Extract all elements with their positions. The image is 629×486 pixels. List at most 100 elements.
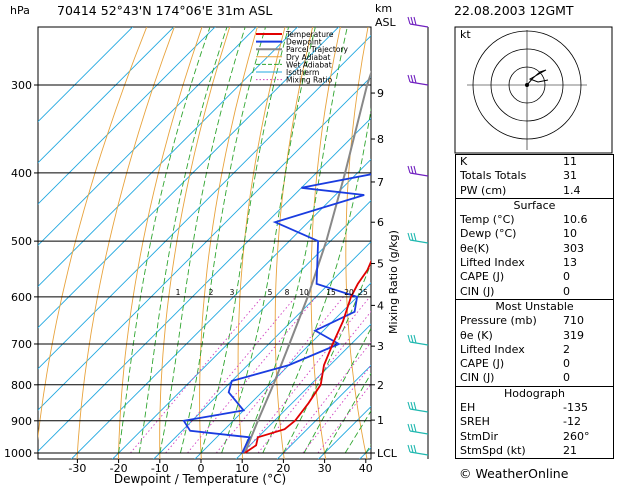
km-tick-label: 6 <box>377 216 384 229</box>
index-label: Pressure (mb) <box>460 314 537 328</box>
isotherm-line <box>38 27 175 164</box>
pressure-tick-label: 300 <box>11 79 32 92</box>
index-value: 319 <box>563 328 584 342</box>
barb-feather <box>410 334 414 343</box>
barb-feather <box>410 16 414 25</box>
dry-adiabat-line <box>310 27 341 459</box>
pressure-tick-label: 500 <box>11 235 32 248</box>
legend-label: Mixing Ratio <box>286 76 333 85</box>
temperature-tick-label: 0 <box>198 462 205 475</box>
index-value: 1.4 <box>563 183 581 197</box>
dry-adiabat-line <box>38 27 148 441</box>
index-row: Pressure (mb) 710 <box>456 314 613 328</box>
temperature-tick-label: -10 <box>151 462 169 475</box>
index-row: θe (K) 319 <box>456 329 613 343</box>
mixing-ratio-label: 5 <box>268 288 273 297</box>
dry-adiabat-line <box>76 27 175 459</box>
temperature-tick-label: 30 <box>318 462 332 475</box>
wet-adiabat-line <box>324 372 371 454</box>
temperature-line <box>244 259 371 454</box>
dry-adiabat-line <box>199 27 258 459</box>
mixing-ratio-label: 2 <box>209 288 214 297</box>
wind-barbs <box>407 16 429 459</box>
barb-feather <box>413 165 417 175</box>
hodograph-kt-label: kt <box>460 28 471 41</box>
index-row: Dewp (°C) 10 <box>456 227 613 241</box>
hodograph: kt <box>454 26 613 154</box>
index-label: StmSpd (kt) <box>460 443 526 457</box>
indices-surface: Temp (°C) 10.6 Dewp (°C) 10 θe(K) 303 Lifted I… <box>456 213 613 299</box>
pressure-tick-label: 900 <box>11 415 32 428</box>
barb-feather <box>407 423 411 432</box>
index-value: 0 <box>563 284 570 298</box>
barb-feather <box>407 165 411 174</box>
temperature-tick-label: -30 <box>68 462 86 475</box>
barb-feather <box>407 444 411 453</box>
index-row: Lifted Index 13 <box>456 256 613 270</box>
date-time: 22.08.2003 12GMT <box>454 3 574 18</box>
index-label: Dewp (°C) <box>460 227 517 241</box>
barb-feather <box>413 444 417 454</box>
isotherm-line <box>38 27 257 246</box>
isotherm-line <box>38 76 371 411</box>
background-grid <box>38 0 629 468</box>
isotherm-line <box>276 364 371 459</box>
mixing-ratio-label: 1 <box>176 288 181 297</box>
barb-feather <box>413 232 417 242</box>
index-value: 0 <box>563 357 570 371</box>
wind-barb <box>407 401 429 413</box>
isotherm-line <box>38 35 371 370</box>
index-label: Totals Totals <box>460 169 527 183</box>
temperature-tick-label: 20 <box>276 462 290 475</box>
isotherm-line <box>38 117 371 452</box>
legend-label: Parcel Trajectory <box>286 45 348 54</box>
pressure-tick-label: 800 <box>11 379 32 392</box>
km-tick-label: 1 <box>377 414 384 427</box>
isotherm-line <box>38 27 340 329</box>
indices-top: K 11 Totals Totals 31 PW (cm) 1.4 <box>456 155 613 198</box>
km-tick-label: 3 <box>377 340 384 353</box>
index-value: 10.6 <box>563 213 588 227</box>
index-label: StmDir <box>460 429 499 443</box>
isotherm-line <box>38 27 216 205</box>
storm-motion-marker <box>525 83 529 87</box>
wind-barb <box>407 165 429 177</box>
index-row: Temp (°C) 10.6 <box>456 213 613 227</box>
temperature-tick-label: 10 <box>235 462 249 475</box>
index-value: 10 <box>563 227 577 241</box>
index-value: 303 <box>563 241 584 255</box>
index-label: K <box>460 155 468 168</box>
index-row: CIN (J) 0 <box>456 371 613 385</box>
index-label: CAPE (J) <box>460 270 505 284</box>
index-label: Temp (°C) <box>460 213 515 227</box>
wet-adiabat-line <box>262 107 371 454</box>
km-tick-label: 8 <box>377 133 384 146</box>
index-label: Lifted Index <box>460 256 525 270</box>
barb-feather <box>413 423 417 433</box>
wind-barb <box>407 74 429 86</box>
barb-feather <box>410 232 414 241</box>
index-value: 260° <box>563 429 590 443</box>
pressure-tick-label: 400 <box>11 167 32 180</box>
index-row: StmSpd (kt) 21 <box>456 444 613 458</box>
isotherm-line <box>38 27 299 288</box>
index-value: 13 <box>563 256 577 270</box>
hodograph-title: Hodograph <box>456 385 613 401</box>
indices-hodograph: EH -135 SREH -12 StmDir 260° StmSpd (kt) 21 <box>456 401 613 458</box>
dry-adiabat-line <box>616 0 629 468</box>
hodograph-trace <box>526 69 549 86</box>
index-value: 21 <box>563 443 577 457</box>
km-tick-label: 2 <box>377 379 384 392</box>
index-row: Lifted Index 2 <box>456 343 613 357</box>
index-value: 710 <box>563 314 584 328</box>
index-label: Lifted Index <box>460 342 525 356</box>
dry-adiabat-line <box>159 27 231 459</box>
dry-adiabat-line <box>412 0 453 468</box>
km-tick-label: LCL <box>377 447 398 460</box>
index-value: -12 <box>563 415 581 429</box>
barb-feather <box>407 232 411 241</box>
mixing-ratio-label: 10 <box>299 288 309 297</box>
indices-table: K 11 Totals Totals 31 PW (cm) 1.4 Surface Tem… <box>455 154 614 460</box>
